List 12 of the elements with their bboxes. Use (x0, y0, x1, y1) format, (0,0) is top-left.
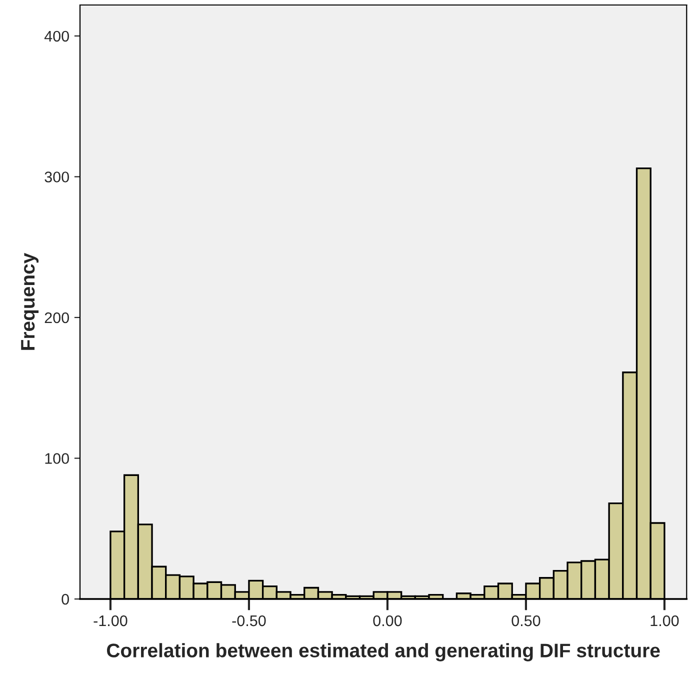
y-tick-label: 300 (44, 172, 69, 182)
x-tick-label: -0.50 (232, 615, 266, 626)
x-axis-title: Correlation between estimated and generating DIF structure (106, 643, 660, 662)
y-tick-label: 100 (45, 453, 69, 464)
x-tick-label: 1.00 (650, 615, 679, 626)
x-tick-label: 0.00 (373, 615, 402, 626)
x-tick-label: -1.00 (94, 615, 128, 626)
x-tick-label: 0.50 (512, 615, 540, 626)
y-tick-label: 0 (62, 594, 69, 605)
y-tick-label: 200 (44, 312, 69, 324)
y-axis-title: Frequency (21, 252, 39, 350)
y-tick-label: 400 (44, 30, 69, 42)
